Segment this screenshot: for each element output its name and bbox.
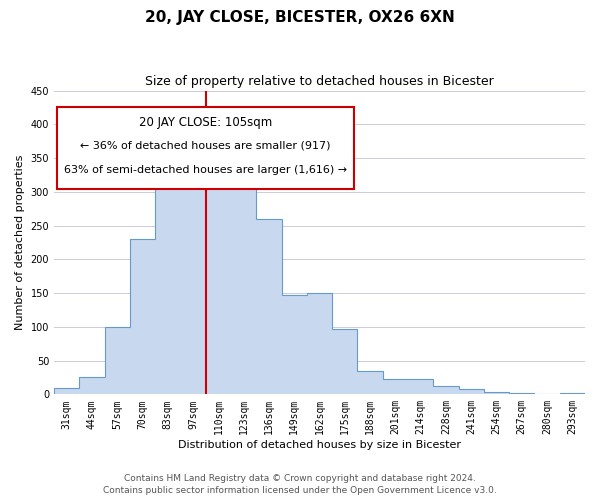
FancyBboxPatch shape: [56, 108, 354, 190]
Text: Contains HM Land Registry data © Crown copyright and database right 2024.
Contai: Contains HM Land Registry data © Crown c…: [103, 474, 497, 495]
Text: 63% of semi-detached houses are larger (1,616) →: 63% of semi-detached houses are larger (…: [64, 166, 347, 175]
Title: Size of property relative to detached houses in Bicester: Size of property relative to detached ho…: [145, 75, 494, 88]
Text: ← 36% of detached houses are smaller (917): ← 36% of detached houses are smaller (91…: [80, 141, 331, 151]
Y-axis label: Number of detached properties: Number of detached properties: [15, 155, 25, 330]
X-axis label: Distribution of detached houses by size in Bicester: Distribution of detached houses by size …: [178, 440, 461, 450]
Text: 20 JAY CLOSE: 105sqm: 20 JAY CLOSE: 105sqm: [139, 116, 272, 130]
Text: 20, JAY CLOSE, BICESTER, OX26 6XN: 20, JAY CLOSE, BICESTER, OX26 6XN: [145, 10, 455, 25]
